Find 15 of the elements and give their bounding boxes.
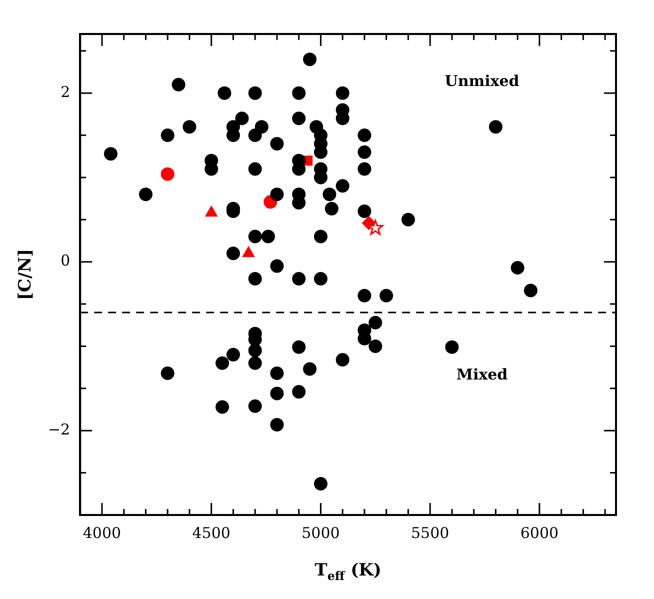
annotation: Unmixed bbox=[444, 72, 520, 90]
x-tick-label: 6000 bbox=[520, 524, 559, 542]
y-axis-title: [C/N] bbox=[15, 248, 36, 300]
point bbox=[242, 246, 254, 258]
point bbox=[160, 167, 174, 181]
annotation: Mixed bbox=[456, 365, 508, 384]
point bbox=[205, 206, 218, 217]
point bbox=[368, 220, 384, 235]
x-tick-label: 5000 bbox=[302, 524, 340, 542]
y-tick-label: 0 bbox=[60, 252, 70, 270]
x-tick-label: 4500 bbox=[192, 524, 230, 542]
x-tick-label: 5500 bbox=[410, 524, 450, 542]
x-tick-label: 4000 bbox=[82, 524, 122, 542]
y-tick-label: 2 bbox=[60, 82, 70, 101]
y-tick-label: −2 bbox=[48, 420, 70, 439]
